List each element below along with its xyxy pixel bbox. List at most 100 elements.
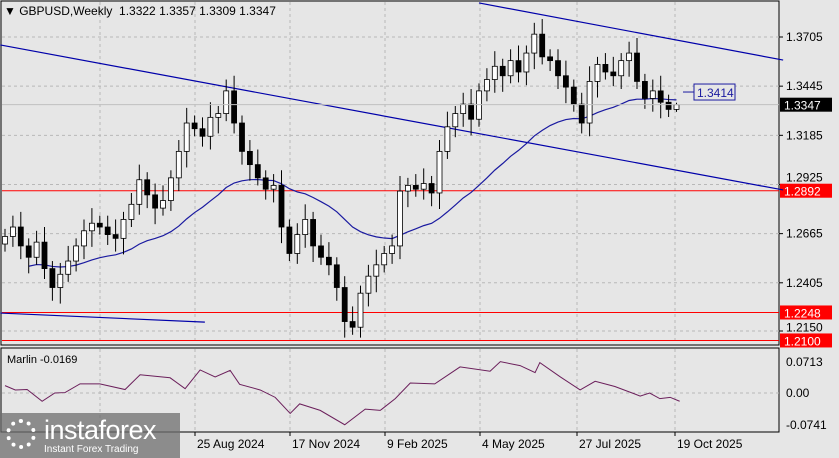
candle bbox=[594, 64, 601, 82]
candle bbox=[65, 260, 72, 275]
candle bbox=[547, 56, 553, 62]
date-label: 17 Nov 2024 bbox=[292, 437, 360, 451]
candle bbox=[610, 71, 617, 77]
close-value: 1.3347 bbox=[239, 4, 276, 18]
candle bbox=[104, 226, 111, 235]
candle bbox=[365, 275, 372, 294]
candle bbox=[404, 185, 411, 192]
current-price-label: 1.3347 bbox=[784, 99, 821, 113]
candle bbox=[657, 90, 664, 103]
candle bbox=[634, 52, 640, 82]
price-tick-label: 1.3185 bbox=[786, 128, 823, 142]
candle bbox=[262, 177, 269, 190]
low-value: 1.3309 bbox=[199, 4, 236, 18]
candle bbox=[673, 104, 680, 110]
level-label: 1.2248 bbox=[784, 306, 821, 320]
candle bbox=[349, 321, 356, 328]
candle bbox=[294, 234, 301, 254]
level-tag bbox=[780, 183, 832, 198]
candle bbox=[586, 81, 593, 124]
oscillator-tick-label: 0.00 bbox=[786, 386, 810, 400]
candle bbox=[167, 177, 174, 201]
date-label: 4 May 2025 bbox=[482, 437, 545, 451]
open-value: 1.3322 bbox=[119, 4, 156, 18]
candle bbox=[223, 90, 230, 114]
date-label: 19 Oct 2025 bbox=[677, 437, 743, 451]
candle bbox=[57, 273, 64, 288]
candle bbox=[468, 103, 475, 120]
candle bbox=[570, 86, 577, 105]
price-tick-label: 1.2150 bbox=[786, 320, 823, 334]
level-tag bbox=[780, 305, 832, 320]
date-label: 9 Feb 2025 bbox=[387, 437, 448, 451]
candle bbox=[642, 81, 648, 99]
chart-title: ▼ GBPUSD,Weekly 1.3322 1.3357 1.3309 1.3… bbox=[4, 4, 276, 18]
moving-average-line bbox=[28, 97, 677, 268]
price-panel bbox=[0, 0, 780, 346]
candle bbox=[239, 122, 245, 152]
price-tick-label: 1.2405 bbox=[786, 276, 823, 290]
candle bbox=[175, 150, 182, 179]
ma-value-label: 1.3414 bbox=[697, 86, 734, 100]
oscillator-tick-label: 0.0713 bbox=[786, 355, 823, 369]
candle bbox=[515, 60, 522, 73]
candle bbox=[9, 226, 16, 237]
candle bbox=[373, 264, 380, 277]
candle bbox=[531, 33, 538, 54]
logo-tagline: Instant Forex Trading bbox=[44, 444, 139, 455]
candle bbox=[41, 241, 48, 270]
candle bbox=[523, 52, 530, 73]
candle bbox=[333, 264, 340, 288]
candle bbox=[397, 190, 403, 247]
candle bbox=[199, 128, 206, 137]
candle bbox=[25, 245, 32, 258]
candle bbox=[618, 60, 625, 77]
logo-gear-icon bbox=[6, 419, 36, 449]
candle bbox=[302, 219, 309, 235]
candle bbox=[310, 219, 317, 247]
level-label: 1.2100 bbox=[784, 334, 821, 348]
candle bbox=[436, 150, 443, 194]
candle bbox=[112, 234, 119, 239]
candle bbox=[491, 65, 498, 80]
level-label: 1.2892 bbox=[784, 185, 821, 199]
high-value: 1.3357 bbox=[159, 4, 196, 18]
candle bbox=[49, 268, 56, 288]
date-label: 27 Jul 2025 bbox=[579, 437, 641, 451]
level-tag bbox=[780, 333, 832, 348]
marlin-line bbox=[4, 361, 680, 426]
candle bbox=[357, 292, 364, 328]
candle bbox=[499, 65, 506, 77]
candle bbox=[381, 253, 388, 266]
candle bbox=[128, 203, 135, 220]
logo-text: instaforex bbox=[44, 415, 157, 445]
candle bbox=[428, 183, 435, 194]
instaforex-watermark: instaforex Instant Forex Trading bbox=[0, 413, 180, 458]
candle bbox=[191, 122, 198, 130]
candle bbox=[452, 113, 459, 128]
oscillator-label: Marlin -0.0169 bbox=[7, 354, 78, 366]
candle bbox=[2, 236, 8, 245]
candle bbox=[231, 90, 238, 124]
candle bbox=[89, 222, 95, 232]
candle bbox=[207, 116, 214, 137]
candle bbox=[389, 245, 396, 254]
candle bbox=[120, 219, 127, 239]
candle bbox=[17, 226, 24, 247]
price-tick-label: 1.3705 bbox=[786, 30, 823, 44]
price-tick-label: 1.2925 bbox=[786, 171, 823, 185]
candle bbox=[507, 60, 514, 77]
candle bbox=[286, 226, 293, 254]
date-label: 25 Aug 2024 bbox=[197, 437, 265, 451]
price-tick-label: 1.2665 bbox=[786, 227, 823, 241]
candle bbox=[626, 52, 632, 62]
candle bbox=[483, 79, 490, 92]
candle bbox=[539, 33, 546, 58]
symbol: GBPUSD,Weekly bbox=[19, 4, 113, 18]
candle bbox=[444, 126, 451, 152]
candle bbox=[460, 103, 467, 114]
candle bbox=[555, 60, 561, 77]
candle bbox=[420, 183, 427, 190]
candle bbox=[152, 194, 159, 209]
